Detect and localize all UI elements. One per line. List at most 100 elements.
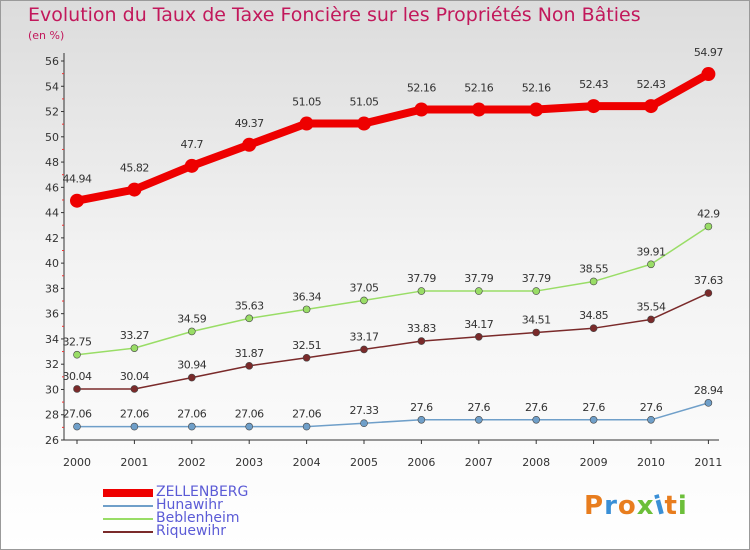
data-label: 27.6 (582, 401, 605, 414)
data-label: 36.34 (292, 290, 321, 303)
data-point (245, 314, 253, 323)
x-tick-label: 2000 (63, 456, 91, 469)
data-label: 34.59 (177, 312, 206, 325)
series-line-hunawihr (77, 402, 709, 428)
logo-letter: o (617, 491, 637, 521)
data-label: 30.04 (63, 370, 92, 383)
data-label: 52.43 (637, 78, 666, 91)
x-tick-label: 2004 (293, 456, 321, 469)
y-minor-tick (62, 275, 64, 277)
series-line-riquewihr (77, 292, 709, 390)
data-point (644, 99, 658, 114)
y-minor-tick (62, 250, 64, 251)
data-label: 52.16 (464, 82, 493, 95)
y-tick-label: 54 (45, 80, 59, 93)
y-tick-label: 56 (45, 55, 59, 68)
data-point (586, 99, 601, 114)
y-minor-tick (62, 351, 64, 353)
data-point (130, 344, 139, 352)
legend-item: Beblenheim (103, 510, 303, 526)
y-minor-tick (62, 98, 64, 100)
logo-letter: x (636, 491, 655, 521)
data-point (357, 116, 371, 131)
y-minor-tick (62, 401, 64, 403)
x-tick-label: 2007 (465, 456, 493, 469)
y-minor-tick (62, 426, 64, 428)
data-point (188, 373, 196, 382)
data-point (589, 415, 598, 424)
data-label: 37.79 (407, 272, 436, 285)
data-label: 34.51 (522, 313, 551, 326)
data-label: 38.55 (579, 262, 608, 275)
data-point (302, 353, 311, 362)
data-point (589, 324, 598, 332)
data-point (360, 296, 368, 305)
y-minor-tick (62, 148, 64, 150)
data-label: 35.54 (637, 300, 666, 313)
data-point (417, 337, 426, 345)
legend-label: Riquewihr (156, 523, 226, 539)
data-label: 37.79 (522, 272, 551, 285)
data-point (73, 350, 81, 359)
data-point (471, 102, 486, 117)
data-label: 34.85 (579, 309, 608, 322)
data-point (532, 287, 541, 295)
y-minor-tick (62, 224, 64, 226)
data-label: 27.06 (120, 408, 149, 421)
y-minor-tick (62, 325, 64, 327)
data-label: 27.06 (292, 408, 321, 421)
y-tick-label: 30 (45, 383, 59, 396)
y-minor-tick (62, 300, 64, 302)
y-tick-label: 34 (45, 333, 59, 346)
y-minor-tick (62, 376, 64, 378)
y-tick-label: 50 (45, 131, 59, 144)
legend-label: ZELLENBERG (156, 484, 249, 500)
data-label: 28.94 (694, 384, 723, 397)
legend-label: Hunawihr (156, 497, 223, 513)
data-label: 30.94 (177, 359, 206, 372)
x-tick-label: 2009 (580, 456, 608, 469)
legend: ZELLENBERG Hunawihr Beblenheim Riquewihr (103, 484, 303, 539)
data-label: 32.51 (292, 339, 321, 352)
data-label: 33.83 (407, 322, 436, 335)
data-label: 35.63 (235, 299, 264, 312)
logo-letter: r (604, 491, 618, 521)
y-tick-label: 40 (45, 257, 59, 270)
data-label: 33.17 (350, 330, 379, 343)
data-point (73, 385, 81, 393)
legend-item: ZELLENBERG (103, 484, 303, 500)
data-point (299, 116, 314, 131)
y-minor-tick (62, 73, 64, 75)
data-label: 47.7 (181, 138, 204, 151)
data-point (532, 328, 541, 337)
y-tick-label: 38 (45, 282, 59, 295)
y-tick-label: 48 (45, 156, 59, 169)
x-tick-label: 2001 (120, 456, 148, 469)
data-label: 54.97 (694, 46, 723, 59)
data-point (701, 67, 716, 82)
y-tick-label: 44 (45, 207, 59, 220)
data-label: 31.87 (235, 347, 264, 360)
data-point (704, 289, 713, 297)
data-point (529, 102, 544, 117)
y-tick-label: 36 (45, 308, 59, 321)
x-tick-label: 2003 (235, 456, 263, 469)
data-point (130, 385, 139, 393)
series-line-zellenberg (76, 70, 711, 205)
data-label: 39.91 (637, 245, 666, 258)
data-label: 27.06 (177, 408, 206, 421)
data-label: 30.04 (120, 370, 149, 383)
legend-swatch (103, 531, 153, 533)
y-tick-label: 46 (45, 181, 59, 194)
data-label: 27.6 (640, 401, 663, 414)
y-minor-tick (62, 174, 64, 176)
data-label: 51.05 (292, 96, 321, 109)
logo-letter: P (584, 491, 605, 521)
legend-item: Riquewihr (103, 523, 303, 539)
data-point (647, 415, 655, 424)
x-tick-label: 2011 (694, 456, 722, 469)
data-point (417, 287, 426, 295)
legend-swatch (103, 505, 153, 507)
data-label: 52.43 (579, 78, 608, 91)
